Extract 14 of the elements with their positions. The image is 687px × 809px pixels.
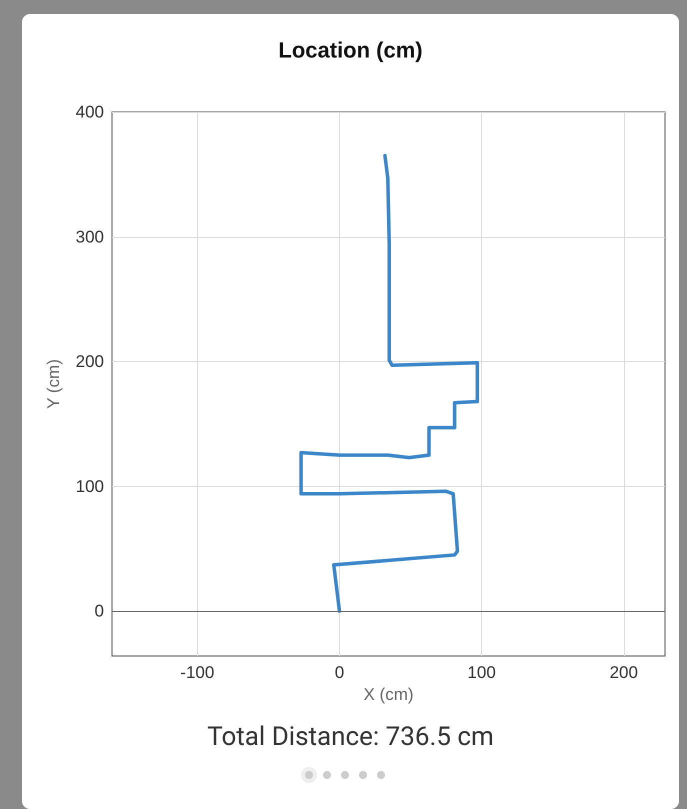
y-tick-label: 300 — [76, 227, 104, 246]
text: Total Distance: 736.5 cm — [206, 722, 495, 752]
y-axis-title: Y (cm) — [44, 359, 63, 409]
line-series — [299, 154, 480, 613]
x-tick-label: 100 — [467, 663, 496, 682]
chart-title: Location (cm) — [278, 38, 423, 62]
x-tick-label: 200 — [610, 663, 638, 682]
y-tick-label: 100 — [76, 476, 104, 496]
y-tick-label: 400 — [76, 102, 104, 122]
x-tick-label: -100 — [180, 663, 214, 682]
x-tick-label: 0 — [334, 663, 344, 682]
y-tick-label: 0 — [94, 602, 104, 621]
y-tick-label: 200 — [76, 352, 104, 372]
x-axis-title: X (cm) — [363, 685, 414, 704]
